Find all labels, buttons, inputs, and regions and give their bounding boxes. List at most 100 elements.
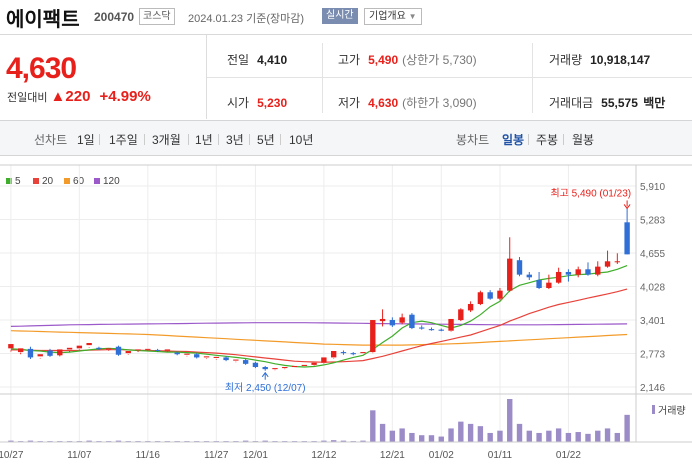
- tab-1d[interactable]: 1일: [77, 133, 95, 147]
- tab-line-chart[interactable]: 선차트: [34, 133, 68, 147]
- tab-1y[interactable]: 1년: [195, 133, 213, 147]
- x-tick-label: 01/02: [429, 450, 454, 461]
- candle-body: [135, 349, 141, 351]
- lower-limit: (하한가 3,090): [402, 96, 477, 110]
- corp-overview-dropdown[interactable]: 기업개요 ▼: [364, 8, 422, 25]
- row-divider: [207, 77, 692, 78]
- volume-bar: [526, 430, 532, 442]
- volume-bar: [330, 440, 337, 442]
- volume-bar: [27, 440, 34, 442]
- tab-divider: [280, 134, 281, 145]
- candle-body: [86, 342, 92, 346]
- candle-body: [555, 271, 562, 283]
- chart-axes: 5,910 5,283 4,655 4,028 3,401 2,773 2,146 10/27…: [0, 164, 692, 461]
- volume-bar: [8, 440, 14, 442]
- tab-candle-chart[interactable]: 봉차트: [456, 133, 490, 147]
- tab-divider: [144, 134, 145, 145]
- candle-body: [409, 314, 415, 329]
- candle-body: [311, 362, 317, 365]
- volume-bar: [448, 428, 454, 442]
- high-annotation: 최고 5,490 (01/23): [550, 187, 631, 199]
- x-tick-label: 01/11: [488, 450, 513, 461]
- candle-body: [340, 352, 347, 354]
- tab-daily[interactable]: 일봉: [502, 133, 525, 147]
- tab-3m[interactable]: 3개월: [152, 133, 181, 147]
- candle-body: [350, 353, 356, 355]
- tab-monthly[interactable]: 월봉: [572, 133, 595, 147]
- volume-bar: [438, 436, 444, 442]
- change-value: 220: [65, 88, 91, 105]
- candle-body: [66, 347, 73, 350]
- legend-swatch: [33, 178, 39, 184]
- upper-limit: (상한가 5,730): [402, 53, 477, 67]
- up-triangle-icon: ▲: [50, 88, 66, 105]
- volume-bar: [321, 440, 327, 442]
- candle-body: [301, 364, 308, 366]
- low: 저가 4,630 (하한가 3,090): [338, 94, 477, 111]
- candle-body: [487, 292, 493, 299]
- candle-body: [438, 329, 444, 331]
- candle-body: [272, 368, 278, 370]
- y-tick-label: 5,283: [640, 215, 665, 226]
- candle-body: [145, 348, 151, 350]
- candle-body: [96, 347, 102, 349]
- volume-bar: [546, 430, 552, 442]
- candle-body: [526, 274, 532, 278]
- volume-bar: [575, 432, 581, 442]
- volume-bar: [409, 432, 415, 442]
- candle-body: [76, 345, 83, 349]
- y-tick-label: 3,401: [640, 316, 665, 327]
- y-tick-label: 2,773: [640, 350, 665, 361]
- candle-body: [585, 269, 591, 275]
- tab-1w[interactable]: 1주일: [109, 133, 138, 147]
- stock-name: 에이팩트: [6, 9, 80, 31]
- candle-body: [213, 356, 219, 358]
- amount-value: 55,575: [601, 96, 638, 110]
- volume-bar: [595, 430, 601, 442]
- candle-body: [262, 367, 268, 370]
- tab-weekly[interactable]: 주봉: [536, 133, 559, 147]
- candle-body: [507, 258, 513, 291]
- low-annotation: 최저 2,450 (12/07): [225, 382, 306, 394]
- low-label: 저가: [338, 96, 361, 110]
- ma5-line: [10, 265, 628, 368]
- market-badge: 코스닥: [139, 8, 175, 25]
- tab-divider: [563, 134, 564, 145]
- candle-body: [203, 356, 210, 358]
- tab-divider: [249, 134, 250, 145]
- candle-body: [174, 352, 180, 355]
- candle-body: [291, 365, 298, 368]
- legend-swatch: [6, 178, 12, 184]
- amount: 거래대금 55,575 백만: [549, 94, 665, 111]
- candle-body: [497, 290, 503, 299]
- change-label: 전일대비: [7, 92, 48, 104]
- candlestick-chart[interactable]: 5 20 60 120 거래량 5,910 5,283 4,655 4,028 3,401 2,…: [0, 155, 692, 474]
- low-value: 4,630: [368, 96, 399, 110]
- candle-body: [27, 348, 34, 358]
- candle-body: [37, 354, 43, 357]
- candle-body: [321, 357, 327, 363]
- realtime-button[interactable]: 실시간: [322, 8, 358, 24]
- legend-label-120: 120: [103, 176, 120, 187]
- candle-body: [614, 261, 621, 263]
- high: 고가 5,490 (상한가 5,730): [338, 51, 477, 68]
- candle-body: [575, 269, 581, 275]
- tab-10y[interactable]: 10년: [289, 133, 314, 147]
- chevron-down-icon: ▼: [408, 12, 417, 21]
- open-value: 5,230: [257, 96, 288, 110]
- candle-body: [389, 320, 396, 326]
- quote-table: 전일 4,410 고가 5,490 (상한가 5,730) 거래량 10,918,147…: [207, 35, 692, 119]
- chart-legend: 5 20 60 120: [6, 176, 120, 187]
- high-arrow-head: [623, 204, 631, 210]
- candle-body: [467, 304, 474, 311]
- change-pct: +4.99%: [99, 88, 151, 105]
- candle-body: [448, 318, 454, 331]
- candle-body: [233, 359, 239, 361]
- tab-5y[interactable]: 5년: [257, 133, 275, 147]
- prev-close-label: 전일: [227, 53, 250, 67]
- volume-bars: 거래량: [8, 399, 686, 442]
- tab-3y[interactable]: 3년: [226, 133, 244, 147]
- current-price: 4,630: [6, 52, 77, 85]
- candle-body: [106, 348, 112, 350]
- legend-label-20: 20: [42, 176, 54, 187]
